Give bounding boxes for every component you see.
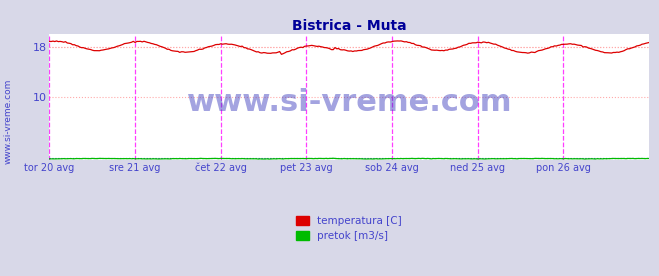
Title: Bistrica - Muta: Bistrica - Muta xyxy=(292,19,407,33)
Legend: temperatura [C], pretok [m3/s]: temperatura [C], pretok [m3/s] xyxy=(293,212,406,245)
Text: www.si-vreme.com: www.si-vreme.com xyxy=(3,79,13,164)
Text: www.si-vreme.com: www.si-vreme.com xyxy=(186,88,512,117)
